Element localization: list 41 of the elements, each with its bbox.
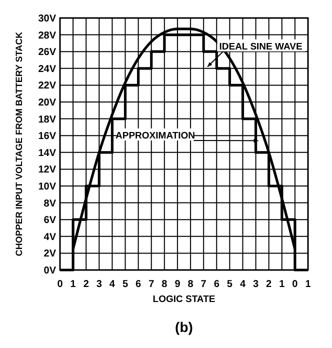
text: (b) bbox=[175, 319, 193, 335]
y-tick-label: 6V bbox=[44, 215, 56, 226]
x-tick-label: 8 bbox=[188, 279, 194, 290]
x-tick-label: 5 bbox=[226, 279, 233, 290]
x-tick-label: 1 bbox=[305, 279, 312, 290]
x-tick-label: 0 bbox=[57, 279, 64, 290]
y-tick-label: 26V bbox=[38, 47, 56, 58]
x-tick-label: 6 bbox=[214, 279, 220, 290]
x-tick-label: 4 bbox=[240, 279, 246, 290]
x-tick-label: 1 bbox=[70, 279, 76, 290]
x-tick-label: 8 bbox=[162, 279, 168, 290]
series-label: APPROXIMATION bbox=[116, 130, 196, 142]
y-tick-label: 22V bbox=[38, 80, 56, 92]
series-label: IDEAL SINE WAVE bbox=[219, 41, 302, 52]
x-tick-label: 5 bbox=[122, 279, 128, 290]
y-tick-label: 0V bbox=[44, 266, 56, 276]
x-tick-label: 7 bbox=[200, 279, 207, 290]
y-tick-label: 16V bbox=[38, 131, 56, 142]
x-tick-label: 0 bbox=[292, 279, 298, 290]
y-tick-label: 18V bbox=[38, 114, 56, 126]
x-tick-label: 3 bbox=[96, 279, 102, 290]
x-tick-label: 1 bbox=[279, 279, 286, 290]
x-tick-label: 7 bbox=[148, 279, 155, 290]
x-tick-label: 3 bbox=[253, 279, 260, 290]
y-tick-label: 12V bbox=[38, 164, 56, 176]
x-tick-label: 4 bbox=[109, 279, 116, 290]
x-tick-label: 2 bbox=[266, 279, 272, 290]
x-axis-title: LOGIC STATE bbox=[152, 294, 216, 305]
y-tick-label: 20V bbox=[38, 98, 56, 108]
x-tick-label: 2 bbox=[83, 279, 90, 290]
y-axis-title: CHOPPER INPUT VOLTAGE FROM BATTERY STACK bbox=[14, 31, 24, 256]
y-tick-label: 10V bbox=[38, 182, 56, 192]
y-tick-label: 24V bbox=[38, 64, 56, 75]
x-tick-label: 6 bbox=[136, 279, 142, 290]
y-tick-label: 14V bbox=[38, 148, 56, 159]
x-tick-label: 9 bbox=[174, 279, 181, 290]
y-tick-label: 28V bbox=[38, 30, 56, 42]
y-tick-label: 8V bbox=[44, 198, 56, 210]
y-tick-label: 2V bbox=[44, 248, 56, 260]
y-tick-label: 4V bbox=[44, 232, 56, 243]
y-tick-label: 30V bbox=[38, 14, 56, 24]
